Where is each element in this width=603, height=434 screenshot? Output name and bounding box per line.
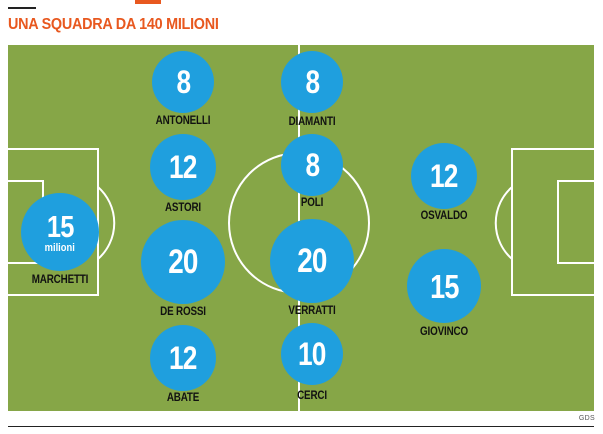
- top-rule: [8, 7, 36, 9]
- value-number: 12: [169, 340, 197, 376]
- right-penalty-arc: [494, 186, 513, 260]
- right-goal-area: [557, 180, 594, 264]
- player-name: OSVALDO: [420, 208, 468, 222]
- value-number: 20: [168, 243, 198, 281]
- value-disc: 12: [150, 134, 216, 200]
- player-name: ASTORI: [164, 200, 202, 214]
- top-accent-tab: [135, 0, 161, 4]
- player-name: ABATE: [166, 390, 200, 404]
- bottom-rule: [8, 426, 594, 427]
- player-name: DIAMANTI: [288, 114, 336, 128]
- player-name: VERRATTI: [288, 303, 336, 317]
- credit: GDS: [578, 415, 595, 422]
- value-disc: 12: [150, 325, 216, 391]
- value-disc: 20: [270, 219, 354, 303]
- value-number: 12: [430, 158, 458, 194]
- value-number: 8: [305, 64, 320, 100]
- player-name: CERCI: [297, 388, 327, 402]
- value-disc: 8: [152, 51, 214, 113]
- value-disc: 15: [407, 249, 481, 323]
- value-disc: 10: [281, 323, 343, 385]
- value-disc: 12: [411, 143, 477, 209]
- value-number: 8: [176, 64, 191, 100]
- value-number: 15: [46, 208, 74, 244]
- value-disc: 20: [141, 220, 225, 304]
- value-unit: milioni: [44, 241, 76, 254]
- value-number: 8: [305, 147, 320, 183]
- player-name: MARCHETTI: [31, 272, 89, 286]
- headline: UNA SQUADRA DA 140 MILIONI: [8, 16, 219, 33]
- right-penalty-area: [511, 148, 594, 296]
- value-disc: 8: [281, 51, 343, 113]
- left-penalty-arc: [97, 186, 116, 260]
- left-penalty-area: [8, 148, 99, 296]
- player-name: GIOVINCO: [420, 324, 468, 338]
- player-name: ANTONELLI: [155, 113, 211, 127]
- value-number: 12: [169, 149, 197, 185]
- value-number: 20: [297, 242, 327, 280]
- value-number: 10: [298, 336, 326, 372]
- value-disc: 15 milioni: [21, 193, 99, 271]
- value-number: 15: [429, 267, 459, 305]
- value-disc: 8: [281, 134, 343, 196]
- player-name: POLI: [300, 195, 324, 209]
- player-name: DE ROSSI: [160, 304, 206, 318]
